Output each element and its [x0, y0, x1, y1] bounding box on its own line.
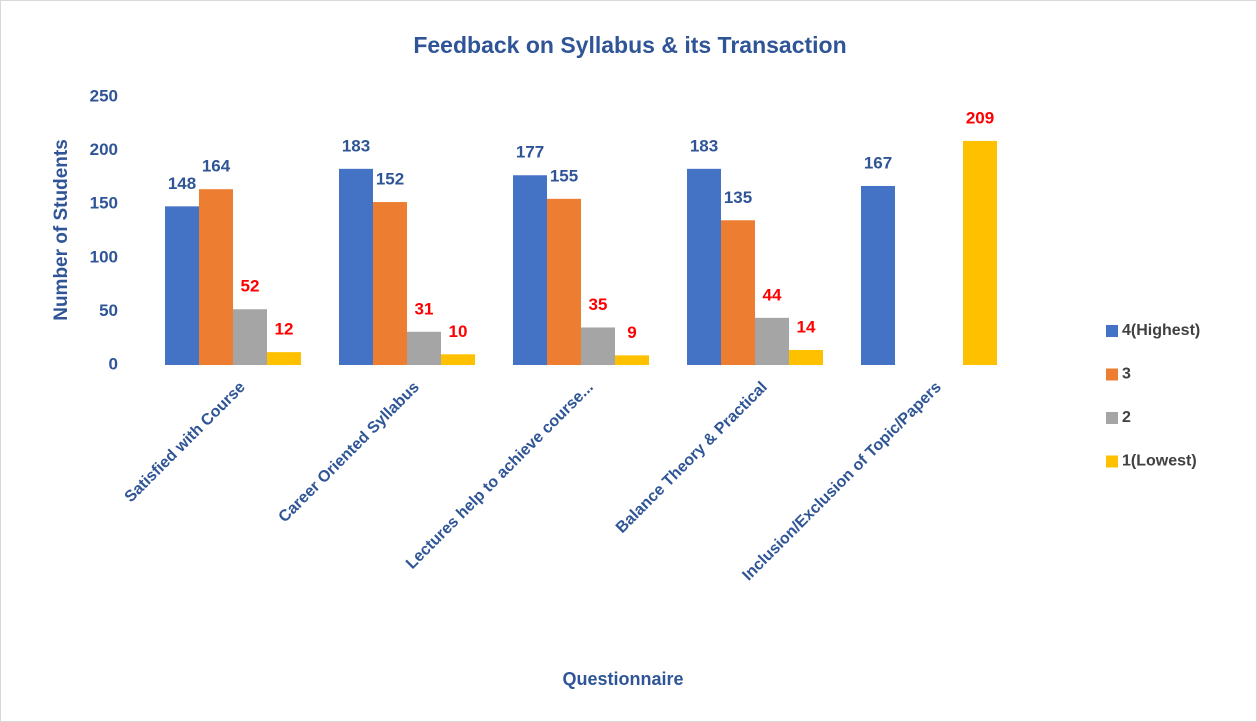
- bar: [615, 355, 649, 365]
- y-tick-label: 50: [99, 301, 118, 320]
- legend-swatch: [1106, 325, 1118, 337]
- data-label: 12: [275, 320, 294, 339]
- legend-swatch: [1106, 368, 1118, 381]
- data-label: 44: [763, 285, 782, 304]
- data-label: 177: [516, 143, 544, 162]
- bar: [339, 168, 373, 365]
- bar: [687, 168, 721, 365]
- bar: [861, 185, 895, 365]
- data-label: 14: [797, 317, 816, 336]
- bar: [755, 317, 789, 365]
- data-label: 167: [864, 153, 892, 172]
- x-axis-title: Questionnaire: [562, 669, 683, 689]
- legend-label: 3: [1122, 366, 1131, 383]
- bar: [165, 206, 199, 365]
- data-label: 209: [966, 108, 994, 127]
- y-tick-label: 0: [109, 354, 118, 373]
- bar: [581, 327, 615, 365]
- bar: [373, 202, 407, 365]
- data-label: 164: [202, 157, 231, 176]
- bar: [199, 189, 233, 365]
- bar: [513, 175, 547, 365]
- legend-swatch: [1106, 412, 1118, 424]
- data-label: 9: [627, 323, 636, 342]
- data-label: 35: [589, 295, 608, 314]
- data-label: 183: [342, 136, 370, 155]
- legend-swatch: [1106, 455, 1118, 468]
- bar: [233, 309, 267, 365]
- data-label: 152: [376, 170, 404, 189]
- y-tick-label: 250: [90, 86, 118, 105]
- bar: [963, 140, 997, 365]
- bar: [441, 354, 475, 365]
- data-label: 183: [690, 136, 718, 155]
- legend-label: 2: [1122, 409, 1131, 426]
- bar: [547, 198, 581, 365]
- bar: [789, 349, 823, 365]
- data-label: 148: [168, 174, 196, 193]
- data-label: 135: [724, 188, 752, 207]
- bar: [267, 352, 301, 365]
- bar: [721, 220, 755, 365]
- data-label: 52: [241, 277, 260, 296]
- legend-label: 4(Highest): [1122, 322, 1200, 339]
- legend-label: 1(Lowest): [1122, 453, 1197, 470]
- chart-title: Feedback on Syllabus & its Transaction: [413, 32, 846, 58]
- bar: [407, 331, 441, 365]
- y-axis-title: Number of Students: [51, 139, 72, 321]
- data-label: 155: [550, 166, 578, 185]
- y-tick-label: 100: [90, 247, 118, 266]
- y-tick-label: 200: [90, 140, 118, 159]
- data-label: 31: [415, 299, 434, 318]
- y-tick-label: 150: [90, 194, 118, 213]
- data-label: 10: [449, 322, 468, 341]
